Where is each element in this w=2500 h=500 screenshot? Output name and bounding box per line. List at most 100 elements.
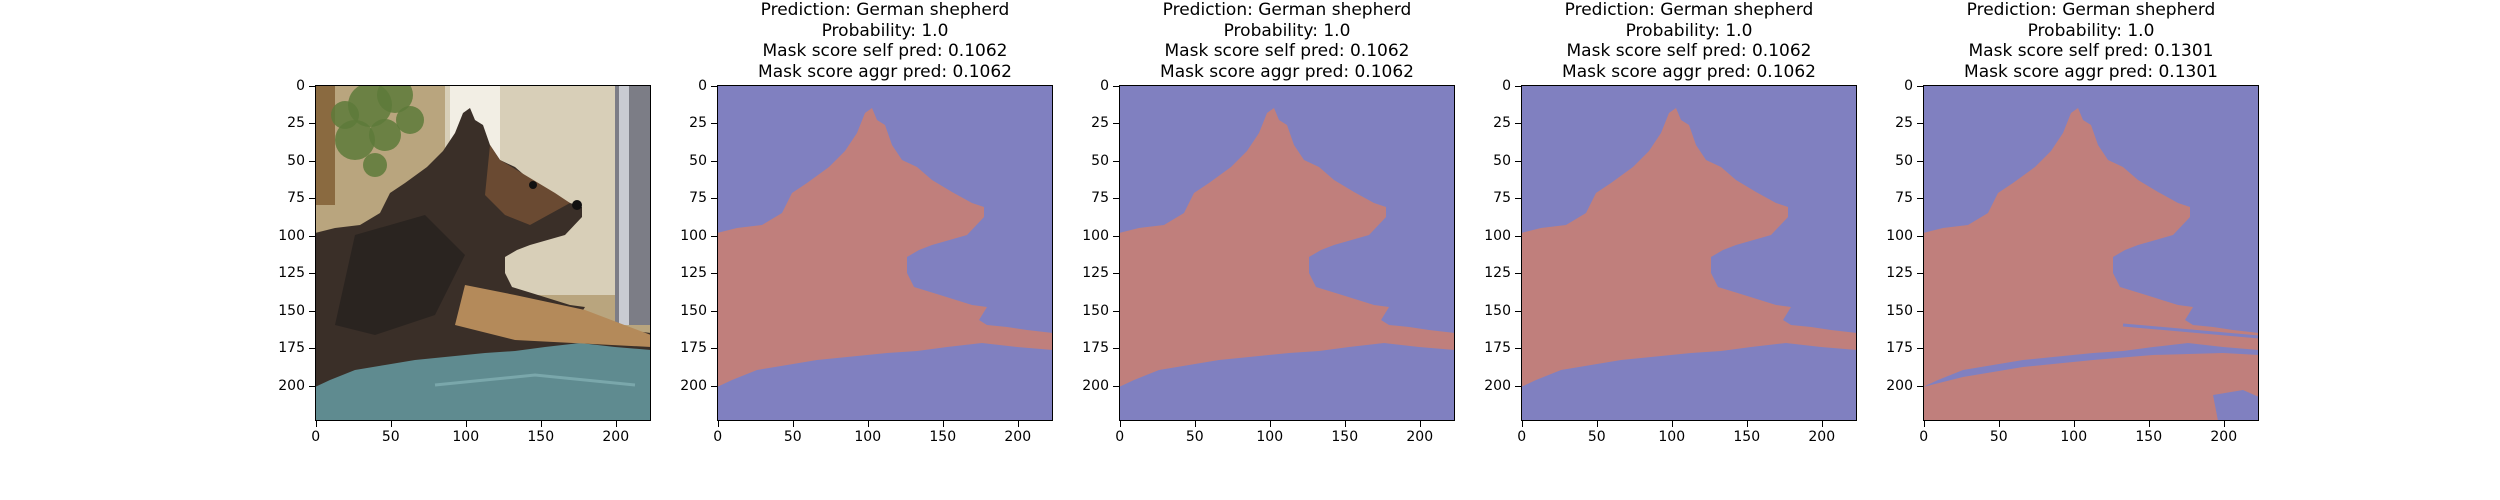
y-tick-label: 200 [278,377,305,394]
x-tick [1419,421,1421,427]
x-tick [2073,421,2075,427]
subplot-1: 0 25 50 75 100 125 150 175 200 0 50 100 150 200 [278,0,651,500]
x-tick-label: 150 [929,429,957,445]
y-tick [1917,273,1923,275]
y-tick-label: 0 [698,77,707,94]
x-tick-label: 50 [783,429,802,445]
x-tick [1344,421,1346,427]
x-tick [1521,421,1523,427]
y-tick-label: 75 [287,190,305,207]
x-tick [1821,421,1823,427]
x-tick [2148,421,2150,427]
y-tick-label: 50 [689,152,707,169]
x-tick-label: 100 [2060,429,2088,445]
x-tick-label: 150 [1733,429,1761,445]
title-line: Prediction: German shepherd [1966,0,2216,20]
x-tick [1671,421,1673,427]
y-tick [711,85,717,87]
x-tick [1119,421,1121,427]
title-line: Prediction: German shepherd [760,0,1010,20]
title-line: Mask score aggr pred: 0.1062 [1160,61,1414,82]
mask-extra-region [1923,353,2259,421]
y-tick [1917,123,1923,125]
y-tick [1113,123,1119,125]
y-tick-label: 175 [278,340,305,357]
y-tick [1515,273,1521,275]
y-tick-label: 125 [1082,265,1109,282]
y-tick [1515,85,1521,87]
y-tick-label: 50 [1895,152,1913,169]
y-tick [309,160,315,162]
y-tick [711,310,717,312]
x-tick-label: 200 [602,429,630,445]
y-tick [711,123,717,125]
y-tick-label: 75 [1091,190,1109,207]
y-tick-label: 25 [1895,115,1913,132]
title-line: Mask score aggr pred: 0.1062 [1562,61,1816,82]
y-tick-label: 200 [680,377,707,394]
x-tick-label: 200 [1406,429,1434,445]
segmentation-mask [1923,85,2259,421]
y-tick-label: 100 [278,227,305,244]
y-tick-label: 50 [1091,152,1109,169]
y-tick [1113,310,1119,312]
y-tick-label: 50 [287,152,305,169]
subplot-3: Prediction: German shepherd Probability: … [1082,0,1455,500]
mask-hole [2213,390,2259,421]
y-tick-label: 200 [1082,377,1109,394]
y-tick [309,273,315,275]
title-line: Mask score self pred: 0.1062 [1164,41,1410,61]
x-tick-label: 100 [854,429,882,445]
title-line: Probability: 1.0 [1625,20,1753,41]
y-tick-label: 125 [680,265,707,282]
y-tick [1917,348,1923,350]
plot-area [1119,85,1455,421]
subplot-title: Prediction: German shepherd Probability: … [1469,0,1909,82]
x-tick-label: 150 [1331,429,1359,445]
x-tick [1194,421,1196,427]
plot-area [1521,85,1857,421]
x-tick [2223,421,2225,427]
y-tick [1515,198,1521,200]
subplot-title: Prediction: German shepherd Probability: … [665,0,1105,82]
plot-area [1923,85,2259,421]
y-tick-label: 175 [680,340,707,357]
x-tick-label: 200 [1004,429,1032,445]
y-tick-label: 100 [680,227,707,244]
y-tick-label: 150 [278,302,305,319]
segmentation-mask [1119,85,1455,421]
y-tick [1113,385,1119,387]
x-tick [315,421,317,427]
y-tick [309,235,315,237]
subplot-4: Prediction: German shepherd Probability: … [1484,0,1857,500]
y-tick [1113,348,1119,350]
x-tick [465,421,467,427]
x-tick [1269,421,1271,427]
x-tick [792,421,794,427]
subplot-title: Prediction: German shepherd Probability: … [1067,0,1507,82]
y-tick [309,198,315,200]
y-tick-label: 125 [1886,265,1913,282]
x-tick-label: 0 [1517,429,1527,445]
x-tick-label: 150 [527,429,555,445]
y-tick [1917,235,1923,237]
title-line: Prediction: German shepherd [1162,0,1412,20]
y-tick-label: 25 [287,115,305,132]
subplot-2: Prediction: German shepherd Probability: … [680,0,1053,500]
x-tick [717,421,719,427]
x-tick-label: 50 [1989,429,2008,445]
y-tick [1917,160,1923,162]
y-tick-label: 150 [680,302,707,319]
title-line: Mask score self pred: 0.1062 [762,41,1008,61]
y-tick-label: 0 [1904,77,1913,94]
x-tick-label: 0 [713,429,723,445]
y-tick-label: 125 [1484,265,1511,282]
title-line: Prediction: German shepherd [1564,0,1814,20]
x-tick-label: 150 [2135,429,2163,445]
y-tick-label: 100 [1082,227,1109,244]
y-tick [309,85,315,87]
y-tick [1515,310,1521,312]
y-tick-label: 150 [1082,302,1109,319]
x-tick-label: 0 [1115,429,1125,445]
y-tick [309,348,315,350]
